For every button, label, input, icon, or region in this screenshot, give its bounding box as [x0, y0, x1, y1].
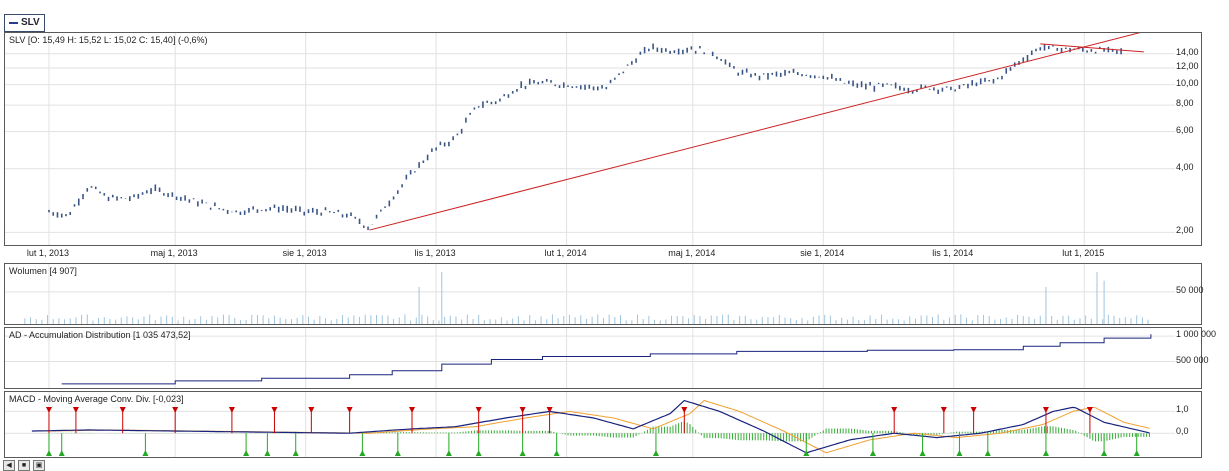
price-chart — [5, 33, 1175, 245]
price-x-tick: maj 1, 2014 — [668, 248, 716, 258]
buy-marker — [519, 450, 526, 456]
sell-marker — [346, 407, 353, 413]
sell-marker — [409, 407, 416, 413]
buy-marker — [475, 450, 482, 456]
scroll-left-button[interactable]: ◀ — [3, 460, 15, 471]
volume-panel[interactable]: Wolumen [4 907] — [4, 263, 1202, 325]
macd-chart — [5, 392, 1175, 457]
symbol-tab[interactable]: SLV — [4, 14, 45, 32]
sell-marker — [1042, 407, 1049, 413]
ad-y-tick: 1 000 000 — [1176, 329, 1217, 340]
macd-y-tick: 1,0 — [1176, 404, 1189, 415]
ad-panel-title: AD - Accumulation Distribution [1 035 47… — [9, 330, 191, 340]
sell-marker — [546, 407, 553, 413]
buy-marker — [1101, 450, 1108, 456]
buy-marker — [553, 450, 560, 456]
sell-marker — [681, 407, 688, 413]
macd-y-tick: 0,0 — [1176, 426, 1189, 437]
price-panel[interactable]: SLV [O: 15,49 H: 15,52 L: 15,02 C: 15,40… — [4, 32, 1202, 246]
price-x-tick: sie 1, 2013 — [282, 248, 327, 258]
buy-marker — [956, 450, 963, 456]
sell-marker — [45, 407, 52, 413]
buy-marker — [142, 450, 149, 456]
price-x-tick: lut 1, 2013 — [26, 248, 69, 258]
price-x-tick: lis 1, 2014 — [932, 248, 974, 258]
macd-signal-line — [31, 399, 1150, 454]
buy-marker — [803, 450, 810, 456]
buy-marker — [1042, 450, 1049, 456]
price-y-tick: 10,00 — [1176, 77, 1199, 88]
sell-marker — [1086, 407, 1093, 413]
ad-line — [61, 334, 1152, 385]
ad-y-tick: 500 000 — [1176, 354, 1209, 365]
legend-swatch — [9, 22, 18, 24]
sell-marker — [475, 407, 482, 413]
price-y-tick: 4,00 — [1176, 161, 1194, 172]
trend-line — [369, 33, 1141, 231]
price-x-tick: sie 1, 2014 — [800, 248, 845, 258]
sell-marker — [519, 407, 526, 413]
macd-panel[interactable]: MACD - Moving Average Conv. Div. [-0,023… — [4, 391, 1202, 458]
buy-marker — [984, 450, 991, 456]
macd-panel-title: MACD - Moving Average Conv. Div. [-0,023… — [9, 394, 184, 404]
macd-line — [31, 399, 1150, 454]
sell-marker — [891, 407, 898, 413]
volume-y-tick: 50 000 — [1176, 284, 1204, 295]
buy-marker — [292, 450, 299, 456]
price-y-tick: 12,00 — [1176, 60, 1199, 71]
price-y-tick: 14,00 — [1176, 46, 1199, 57]
price-x-tick: lut 1, 2014 — [544, 248, 587, 258]
ad-panel[interactable]: AD - Accumulation Distribution [1 035 47… — [4, 327, 1202, 389]
sell-marker — [940, 407, 947, 413]
price-x-tick: lis 1, 2013 — [414, 248, 456, 258]
ad-chart — [5, 328, 1175, 388]
buy-marker — [243, 450, 250, 456]
layout-button[interactable]: ■ — [18, 460, 30, 471]
volume-chart — [5, 264, 1175, 324]
buy-marker — [869, 450, 876, 456]
sell-marker — [172, 407, 179, 413]
sell-marker — [970, 407, 977, 413]
symbol-tab-label: SLV — [21, 17, 40, 28]
trend-line — [1040, 43, 1144, 53]
price-y-tick: 2,00 — [1176, 225, 1194, 236]
buy-marker — [652, 450, 659, 456]
volume-panel-title: Wolumen [4 907] — [9, 266, 77, 276]
buy-marker — [58, 450, 65, 456]
price-panel-title: SLV [O: 15,49 H: 15,52 L: 15,02 C: 15,40… — [9, 35, 208, 45]
buy-marker — [394, 450, 401, 456]
buy-marker — [264, 450, 271, 456]
buy-marker — [445, 450, 452, 456]
sell-marker — [72, 407, 79, 413]
buy-marker — [359, 450, 366, 456]
zoom-button[interactable]: ▣ — [33, 460, 45, 471]
price-x-tick: maj 1, 2013 — [150, 248, 198, 258]
sell-marker — [228, 407, 235, 413]
sell-marker — [308, 407, 315, 413]
price-y-tick: 6,00 — [1176, 124, 1194, 135]
buy-marker — [1133, 450, 1140, 456]
bottom-toolbar: ◀ ■ ▣ — [0, 460, 1229, 471]
buy-marker — [919, 450, 926, 456]
price-x-tick: lut 1, 2015 — [1062, 248, 1105, 258]
buy-marker — [45, 450, 52, 456]
price-y-tick: 8,00 — [1176, 98, 1194, 109]
sell-marker — [271, 407, 278, 413]
sell-marker — [119, 407, 126, 413]
